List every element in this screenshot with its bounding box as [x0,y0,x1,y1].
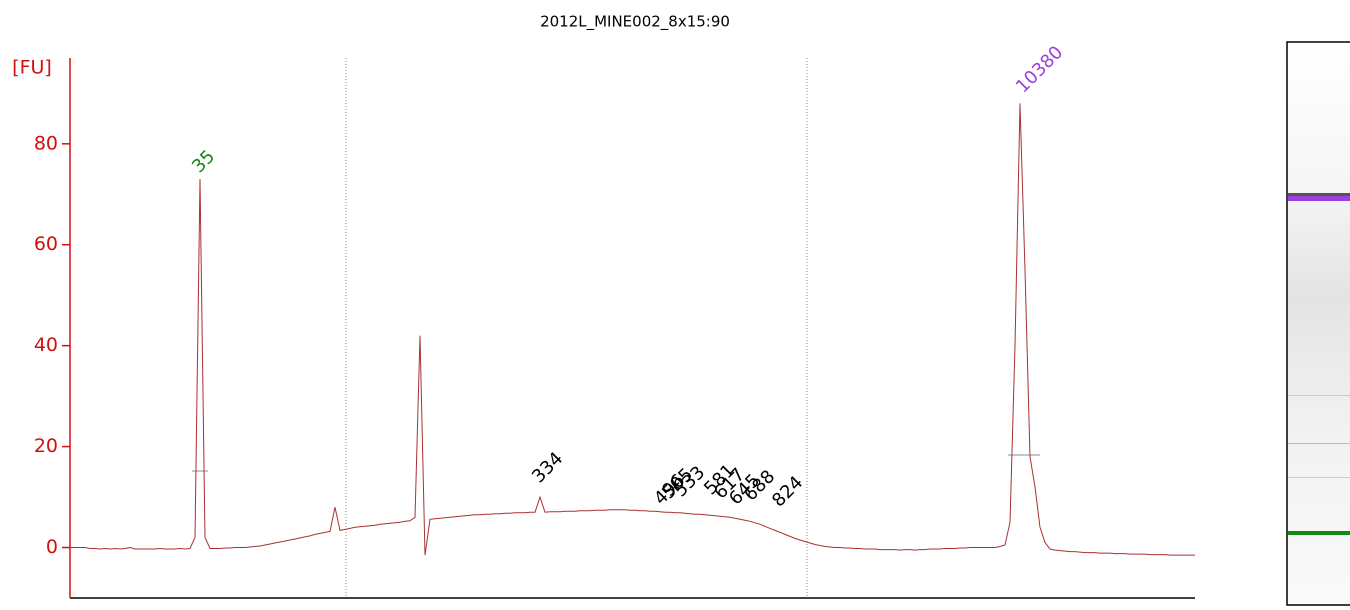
gel-band [1288,443,1350,444]
y-tick-label: 40 [34,334,58,356]
y-tick-label: 20 [34,435,58,457]
gel-band [1288,531,1350,535]
trace [70,103,1195,556]
gel-band [1288,193,1350,196]
y-axis-label: [FU] [12,57,52,79]
chart-title: 2012L_MINE002_8x15:90 [540,13,730,32]
y-tick-label: 80 [34,132,58,154]
peak-label: 10380 [1012,42,1067,97]
peak-label: 35 [188,146,219,177]
gel-band [1288,477,1350,478]
gel-band [1288,196,1350,201]
gel-band [1288,395,1350,396]
y-tick-label: 60 [34,233,58,255]
y-tick-label: 0 [46,536,58,558]
peak-label: 334 [528,448,567,487]
gel-lane [1286,41,1350,606]
lane-box [1286,41,1350,606]
